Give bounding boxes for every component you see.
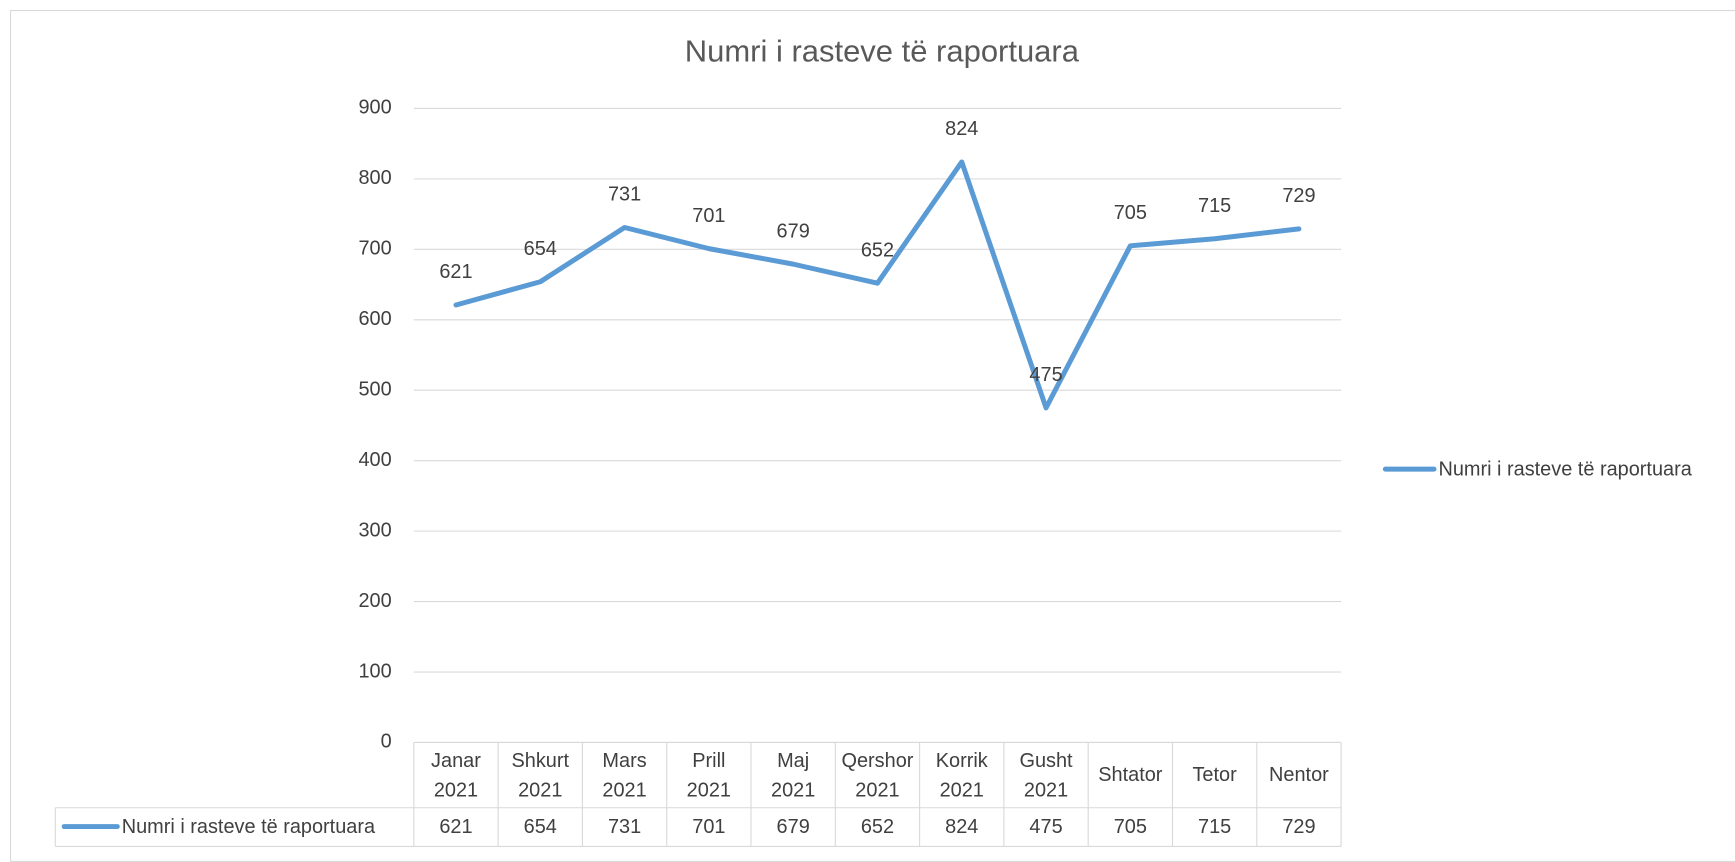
data-label: 654	[524, 238, 557, 260]
table-series-name: Numri i rasteve të raportuara	[122, 816, 376, 838]
legend-label: Numri i rasteve të raportuara	[1438, 459, 1692, 481]
table-value: 654	[524, 816, 557, 838]
table-value: 701	[692, 816, 725, 838]
x-tick-label: Janar 2021	[431, 748, 481, 801]
data-label: 621	[439, 261, 472, 283]
data-label: 731	[608, 184, 641, 206]
y-tick-label: 900	[358, 97, 391, 119]
data-label: 705	[1114, 202, 1147, 224]
data-label: 715	[1198, 195, 1231, 217]
y-tick-label: 600	[358, 308, 391, 330]
table-value: 715	[1198, 816, 1231, 838]
x-tick-label: Qershor 2021	[841, 748, 914, 801]
x-tick-label: Korrik 2021	[935, 748, 988, 801]
x-tick-label: Shtator	[1098, 763, 1163, 786]
y-tick-label: 200	[358, 590, 391, 612]
y-tick-label: 100	[358, 660, 391, 682]
y-tick-label: 400	[358, 449, 391, 471]
table-value: 475	[1029, 816, 1062, 838]
x-tick-label: Maj 2021	[770, 748, 816, 801]
data-label: 824	[945, 118, 978, 140]
y-tick-label: 500	[358, 378, 391, 400]
data-label: 729	[1282, 185, 1315, 207]
data-label: 701	[692, 205, 725, 227]
data-label: 679	[777, 220, 810, 242]
y-tick-label: 700	[358, 238, 391, 260]
x-tick-label: Nentor	[1269, 763, 1329, 786]
x-tick-label: Gusht 2021	[1019, 748, 1073, 801]
x-tick-label: Shkurt 2021	[511, 748, 570, 801]
y-tick-label: 0	[381, 731, 392, 753]
table-value: 679	[777, 816, 810, 838]
data-line	[453, 159, 1302, 411]
table-value: 824	[945, 816, 978, 838]
data-label: 475	[1029, 364, 1062, 386]
table-value: 731	[608, 816, 641, 838]
x-tick-label: Tetor	[1192, 763, 1237, 786]
y-tick-label: 800	[358, 167, 391, 189]
x-tick-label: Mars 2021	[602, 748, 647, 801]
table-value: 729	[1282, 816, 1315, 838]
table-value: 652	[861, 816, 894, 838]
table-value: 705	[1114, 816, 1147, 838]
table-value: 621	[439, 816, 472, 838]
x-tick-label: Prill 2021	[686, 748, 731, 801]
data-label: 652	[861, 239, 894, 261]
chart-title: Numri i rasteve të raportuara	[685, 33, 1080, 68]
y-tick-label: 300	[358, 519, 391, 541]
